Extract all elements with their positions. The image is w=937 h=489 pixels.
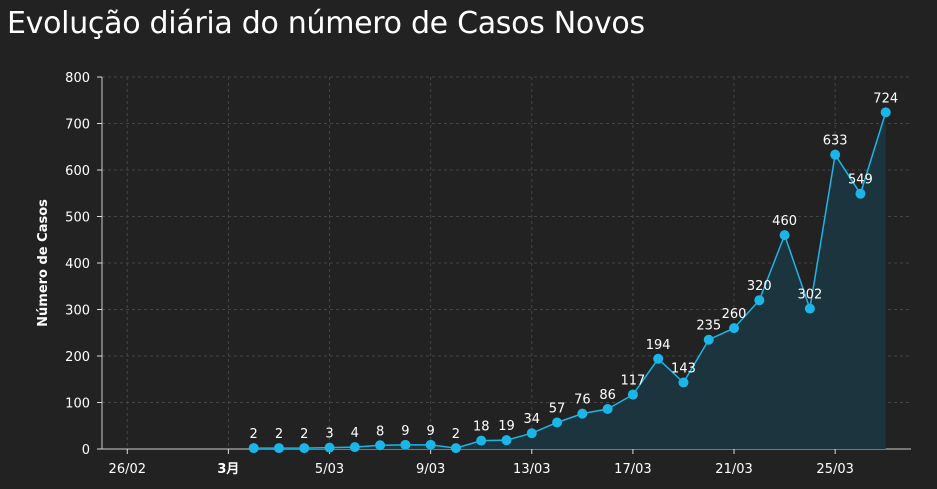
y-axis-label: Número de Casos <box>36 199 51 327</box>
data-point <box>476 435 487 446</box>
data-point <box>703 334 714 345</box>
y-tick-label: 800 <box>65 71 90 86</box>
y-axis-ticks: 0 100 200 300 400 500 600 700 800 <box>65 71 102 458</box>
x-tick-label: 25/03 <box>816 462 853 477</box>
y-tick-label: 400 <box>65 257 90 272</box>
data-label: 19 <box>498 419 515 434</box>
data-label: 320 <box>747 279 772 294</box>
data-label: 18 <box>473 420 490 435</box>
data-label: 2 <box>452 427 460 442</box>
data-point <box>754 295 765 306</box>
data-label: 9 <box>401 424 409 439</box>
data-point <box>830 149 841 160</box>
x-tick-label: 9/03 <box>416 462 445 477</box>
data-point <box>273 443 284 454</box>
y-tick-label: 700 <box>65 118 90 133</box>
data-label: 724 <box>873 91 898 106</box>
data-point <box>577 408 588 419</box>
chart-title: Evolução diária do número de Casos Novos <box>7 6 645 41</box>
data-label: 143 <box>671 362 696 377</box>
x-tick-label: 3月 <box>217 462 239 477</box>
grid-lines <box>102 76 911 449</box>
data-point <box>324 442 335 453</box>
data-point <box>299 443 310 454</box>
x-tick-label: 17/03 <box>614 462 651 477</box>
x-tick-label: 13/03 <box>513 462 550 477</box>
data-label: 34 <box>524 412 541 427</box>
data-point <box>501 435 512 446</box>
data-point <box>552 417 563 428</box>
data-point <box>804 303 815 314</box>
data-point <box>678 377 689 388</box>
data-label: 8 <box>376 424 384 439</box>
data-point <box>855 188 866 199</box>
data-point <box>425 439 436 450</box>
data-label: 235 <box>696 319 721 334</box>
x-tick-label: 5/03 <box>315 462 344 477</box>
data-point <box>729 323 740 334</box>
data-label: 2 <box>300 427 308 442</box>
data-label: 9 <box>427 424 435 439</box>
x-axis-ticks: 26/02 3月 5/03 9/03 13/03 17/03 21/03 25/03 <box>109 449 854 477</box>
series-layer <box>248 107 891 454</box>
data-label: 194 <box>646 338 671 353</box>
data-point <box>602 404 613 415</box>
data-point <box>779 230 790 241</box>
data-point <box>450 443 461 454</box>
data-label: 549 <box>848 173 873 188</box>
x-tick-label: 21/03 <box>715 462 752 477</box>
y-tick-label: 100 <box>65 397 90 412</box>
data-point <box>880 107 891 118</box>
data-point <box>349 442 360 453</box>
data-label: 3 <box>325 427 333 442</box>
y-tick-label: 200 <box>65 350 90 365</box>
x-tick-label: 26/02 <box>109 462 146 477</box>
data-label: 633 <box>823 134 848 149</box>
y-tick-label: 600 <box>65 164 90 179</box>
data-label: 2 <box>275 427 283 442</box>
data-label: 302 <box>797 288 822 303</box>
data-label: 260 <box>722 307 747 322</box>
data-point <box>400 439 411 450</box>
data-point <box>627 389 638 400</box>
y-tick-label: 500 <box>65 211 90 226</box>
data-label: 57 <box>549 401 566 416</box>
y-tick-label: 300 <box>65 304 90 319</box>
data-point <box>375 440 386 451</box>
y-tick-label: 0 <box>82 443 90 458</box>
data-label: 2 <box>250 427 258 442</box>
data-label: 86 <box>599 388 616 403</box>
data-label: 117 <box>620 374 645 389</box>
data-label: 460 <box>772 214 797 229</box>
data-point <box>653 353 664 364</box>
data-point <box>248 443 259 454</box>
data-label: 76 <box>574 393 591 408</box>
data-point <box>526 428 537 439</box>
series-area <box>253 112 886 449</box>
data-label: 4 <box>351 426 359 441</box>
